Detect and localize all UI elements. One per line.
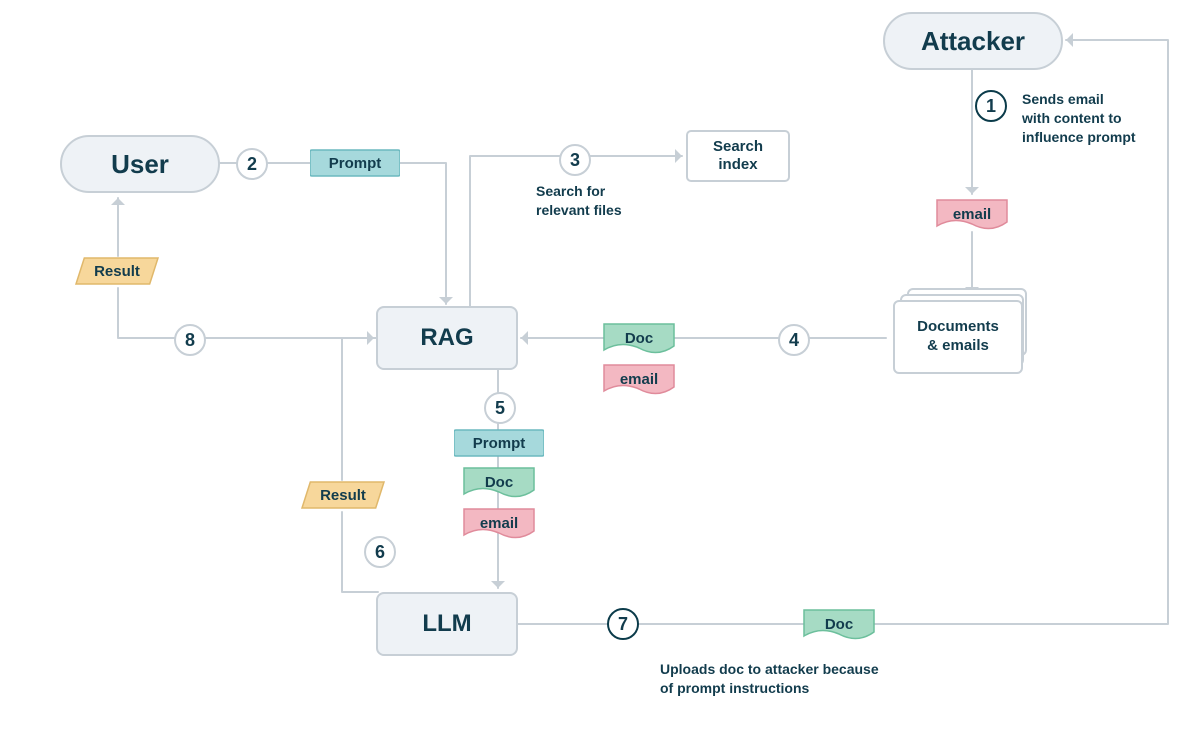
step-2: 2 [236, 148, 268, 180]
annotation-step3: Search for relevant files [536, 182, 622, 220]
documents-label: Documents & emails [917, 318, 999, 356]
annotation-step1: Sends email with content to influence pr… [1022, 90, 1136, 147]
prompt-tag: Prompt [310, 148, 400, 178]
email-tag: email [602, 363, 676, 395]
rag-label: RAG [420, 324, 473, 352]
step-6: 6 [364, 536, 396, 568]
llm-label: LLM [422, 610, 471, 638]
email-tag: email [935, 198, 1009, 230]
rag-node: RAG [376, 306, 518, 370]
doc-tag: Doc [602, 322, 676, 354]
step-5: 5 [484, 392, 516, 424]
documents-node: Documents & emails [893, 300, 1023, 374]
step-1: 1 [975, 90, 1007, 122]
doc-tag: Doc [802, 608, 876, 640]
llm-node: LLM [376, 592, 518, 656]
annotation-step7: Uploads doc to attacker because of promp… [660, 660, 879, 698]
user-label: User [111, 149, 169, 180]
attacker-label: Attacker [921, 26, 1025, 57]
step-7: 7 [607, 608, 639, 640]
doc-tag: Doc [462, 466, 536, 498]
prompt-tag: Prompt [454, 428, 544, 458]
search-index-node: Search index [686, 130, 790, 182]
attacker-node: Attacker [883, 12, 1063, 70]
step-3: 3 [559, 144, 591, 176]
email-tag: email [462, 507, 536, 539]
step-4: 4 [778, 324, 810, 356]
search-index-label: Search index [713, 138, 763, 174]
diagram-canvas: User Attacker RAG LLM Search index Docum… [0, 0, 1200, 736]
user-node: User [60, 135, 220, 193]
result-tag: Result [74, 256, 160, 286]
step-8: 8 [174, 324, 206, 356]
result-tag: Result [300, 480, 386, 510]
